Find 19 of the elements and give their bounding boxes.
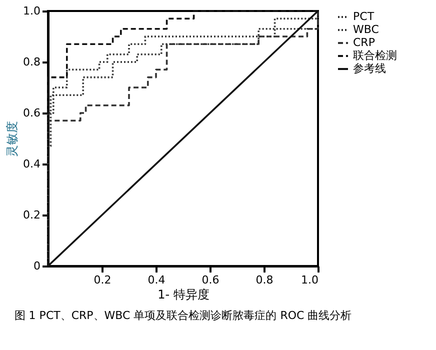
legend-label: CRP bbox=[353, 36, 376, 49]
legend-label: 联合检测 bbox=[353, 49, 397, 62]
x-tick-label: 0.4 bbox=[148, 274, 166, 286]
x-tick-label: 0.8 bbox=[256, 274, 274, 286]
caption: 图 1 PCT、CRP、WBC 单项及联合检测诊断脓毒症的 ROC 曲线分析 bbox=[14, 309, 352, 322]
y-tick-label: 0 bbox=[34, 260, 40, 272]
x-tick-label: 0.6 bbox=[202, 274, 220, 286]
y-tick-label: 1.0 bbox=[23, 4, 40, 18]
x-tick-label: 1.0 bbox=[301, 274, 318, 286]
x-axis-title: 1- 特异度 bbox=[158, 288, 210, 302]
y-axis-title: 灵敏度 bbox=[5, 121, 20, 157]
legend-label: PCT bbox=[353, 10, 374, 23]
y-tick-label: 0.6 bbox=[23, 106, 40, 120]
x-tick-label: 0.2 bbox=[94, 274, 112, 286]
legend-label: WBC bbox=[353, 23, 380, 36]
y-tick-label: 0.2 bbox=[23, 208, 40, 222]
y-tick-label: 0.8 bbox=[23, 56, 40, 68]
legend-label: 参考线 bbox=[353, 62, 386, 75]
y-tick-label: 0.4 bbox=[23, 158, 40, 170]
